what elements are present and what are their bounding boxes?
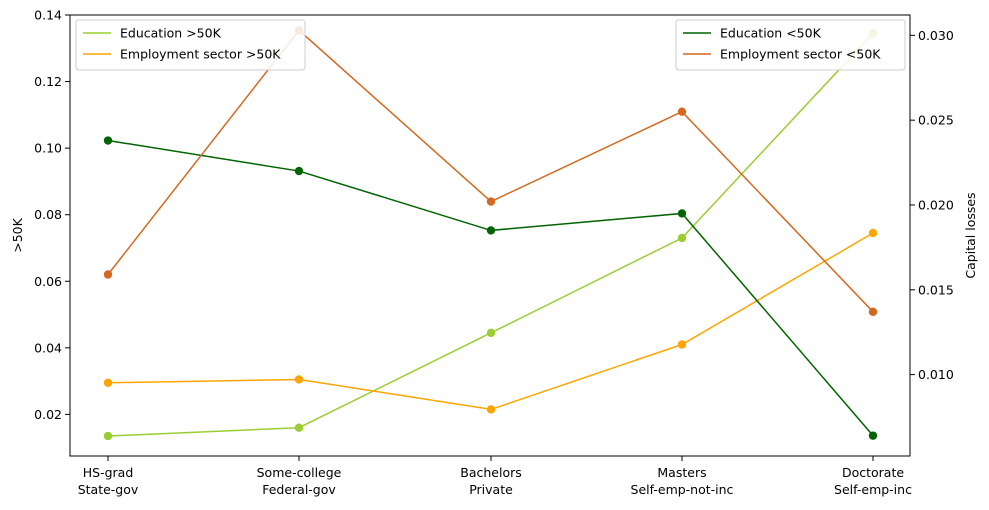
left-axis-tick-label: 0.06 bbox=[34, 274, 62, 289]
data-point-education-50k bbox=[294, 166, 304, 176]
data-point-education-50k bbox=[677, 233, 687, 243]
data-point-employment-sector-50k bbox=[103, 270, 113, 279]
left-axis-tick-label: 0.02 bbox=[34, 407, 62, 422]
data-point-employment-sector-50k bbox=[103, 378, 113, 387]
left-axis-tick-label: 0.04 bbox=[34, 340, 62, 355]
x-axis-tick-label: Federal-gov bbox=[262, 482, 336, 497]
right-axis-tick-label: 0.015 bbox=[918, 282, 954, 297]
x-axis-tick-label: Bachelors bbox=[460, 465, 522, 480]
legend-box-top-left bbox=[75, 19, 306, 71]
left-axis-tick-label: 0.10 bbox=[34, 141, 62, 156]
x-axis-tick-label: Some-college bbox=[257, 465, 342, 480]
data-point-employment-sector-50k bbox=[868, 307, 878, 317]
axes-layer: 0.02 0.04 0.06 0.08 0.10 0.12 0.14 0.010 0.015 0.… bbox=[10, 8, 978, 498]
data-point-education-50k bbox=[868, 431, 878, 440]
right-axis-tick-label: 0.010 bbox=[918, 367, 954, 382]
left-axis-tick-label: 0.12 bbox=[34, 74, 62, 89]
plot-frame bbox=[69, 14, 911, 457]
x-axis-tick-label: Masters bbox=[657, 465, 706, 480]
data-point-employment-sector-50k bbox=[868, 228, 878, 238]
x-axis-tick-label: Private bbox=[469, 482, 513, 497]
x-axis-tick-label: Self-emp-not-inc bbox=[631, 482, 734, 497]
legend-label: Education >50K bbox=[120, 26, 222, 41]
data-point-education-50k bbox=[486, 226, 496, 235]
data-point-employment-sector-50k bbox=[677, 107, 687, 116]
left-axis-tick-label: 0.08 bbox=[34, 207, 62, 222]
series-layer bbox=[103, 26, 878, 441]
series-line-employment-sector-50k bbox=[107, 29, 874, 313]
right-axis-tick-label: 0.030 bbox=[918, 28, 954, 43]
data-point-education-50k bbox=[294, 423, 304, 432]
data-point-education-50k bbox=[677, 209, 687, 218]
legend-label: Education <50K bbox=[720, 26, 822, 41]
left-axis-tick-label: 0.14 bbox=[34, 8, 62, 23]
data-point-education-50k bbox=[486, 328, 496, 338]
x-axis-tick-label: Doctorate bbox=[842, 465, 904, 480]
legend-box-top-right bbox=[675, 19, 906, 71]
x-axis-tick-label: Self-emp-inc bbox=[834, 482, 912, 497]
legend-layer: Education >50K Employment sector >50K Educ… bbox=[75, 19, 906, 71]
x-axis-tick-label: State-gov bbox=[78, 482, 139, 497]
right-axis-title: Capital losses bbox=[963, 192, 978, 278]
series-line-education-50k bbox=[107, 32, 874, 437]
data-point-employment-sector-50k bbox=[486, 405, 496, 414]
legend-label: Employment sector >50K bbox=[120, 47, 281, 62]
data-point-employment-sector-50k bbox=[677, 340, 687, 349]
data-point-employment-sector-50k bbox=[294, 375, 304, 384]
series-line-education-50k bbox=[107, 139, 874, 437]
data-point-employment-sector-50k bbox=[486, 197, 496, 206]
data-point-education-50k bbox=[103, 136, 113, 145]
right-axis-tick-label: 0.025 bbox=[918, 113, 954, 128]
series-line-employment-sector-50k bbox=[107, 232, 874, 411]
legend-label: Employment sector <50K bbox=[720, 47, 881, 62]
x-axis-tick-label: HS-grad bbox=[83, 465, 134, 480]
left-axis-title: >50K bbox=[10, 217, 25, 252]
right-axis-tick-label: 0.020 bbox=[918, 197, 954, 212]
data-point-education-50k bbox=[103, 431, 113, 441]
